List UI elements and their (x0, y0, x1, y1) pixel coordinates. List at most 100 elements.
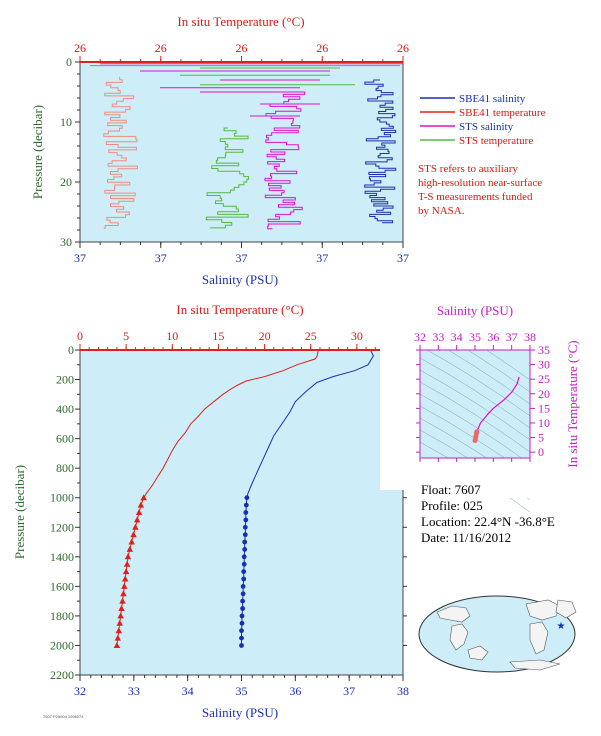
temperature-point (126, 545, 133, 552)
main-y-tick-label: 1600 (50, 579, 74, 593)
main-y-tick-label: 1000 (50, 491, 74, 505)
ts-y-tick-label: 10 (538, 416, 550, 430)
salinity-point (239, 643, 244, 648)
temperature-point (124, 553, 132, 560)
ts-deep-point (472, 438, 478, 443)
salinity-point (239, 635, 244, 641)
top-sal-tick-label: 37 (236, 251, 248, 265)
main-y-tick-label: 1200 (50, 520, 74, 534)
temperature-point (115, 627, 122, 634)
main-temp-tick-label: 15 (212, 329, 224, 343)
salinity-point (239, 620, 245, 626)
density-contour (419, 345, 531, 417)
top-y-tick-label: 10 (60, 115, 72, 129)
temperature-point (118, 605, 125, 611)
note-line: by NASA. (418, 205, 465, 217)
legend-label: STS temperature (459, 135, 533, 147)
top-panel: 0 10 20 30 26 26 26 26 26 37 37 37 37 37 In situ Temp… (30, 14, 546, 287)
ts-x-tick-label: 37 (506, 330, 518, 344)
ts-x-tick-label: 36 (487, 330, 499, 344)
float-info: Float: 7607 Profile: 025 Location: 22.4°… (421, 482, 555, 545)
sbe41-salinity-trace (364, 79, 397, 224)
main-y-tick-label: 0 (68, 343, 74, 357)
profile-date: Date: 11/16/2012 (421, 530, 511, 545)
top-sal-tick-label: 37 (155, 251, 167, 265)
main-temp-tick-label: 5 (123, 329, 129, 343)
density-contour (419, 381, 531, 453)
legend-label: SBE41 temperature (459, 107, 546, 119)
salinity-point (241, 554, 247, 560)
top-sal-tick-label: 37 (316, 251, 328, 265)
ts-x-tick-label: 34 (451, 330, 463, 344)
main-panel: 0200400600800100012001400160018002000220… (12, 302, 409, 720)
temperature-point (137, 501, 145, 508)
salinity-point (239, 613, 245, 619)
temperature-point (122, 568, 130, 575)
salinity-point (244, 495, 250, 501)
top-temp-tick-label: 26 (316, 41, 328, 55)
footer-code: 7607 P25004 1096074 (43, 714, 84, 719)
ts-panel-xlabel: Salinity (PSU) (437, 303, 513, 318)
density-contour (419, 357, 531, 429)
note-line: STS refers to auxiliary (418, 163, 518, 175)
top-panel-xlabel: Salinity (PSU) (202, 272, 278, 287)
salinity-point (242, 547, 248, 552)
main-temp-tick-label: 0 (77, 329, 83, 343)
main-y-tick-label: 600 (56, 432, 74, 446)
float-id: Float: 7607 (421, 482, 481, 497)
sts-temperature-trace (205, 127, 250, 229)
main-y-tick-label: 1400 (50, 550, 74, 564)
ts-y-tick-label: 0 (538, 445, 544, 459)
temperature-point (117, 612, 124, 619)
salinity-point (241, 561, 247, 567)
ts-y-tick-label: 20 (538, 387, 550, 401)
salinity-profile-line (246, 350, 374, 498)
main-sal-tick-label: 36 (289, 684, 301, 698)
legend-label: SBE41 salinity (459, 93, 526, 105)
main-y-tick-label: 400 (56, 402, 74, 416)
temperature-point (132, 523, 139, 530)
main-panel-title: In situ Temperature (°C) (176, 302, 303, 317)
top-y-tick-label: 0 (66, 55, 72, 69)
ts-y-tick-label: 25 (538, 372, 550, 386)
salinity-point (240, 584, 246, 589)
top-y-tick-label: 20 (60, 175, 72, 189)
top-temp-tick-label: 26 (155, 41, 167, 55)
ts-mask-top (420, 310, 530, 350)
ts-x-tick-label: 32 (414, 330, 426, 344)
main-temp-tick-label: 25 (305, 329, 317, 343)
top-temp-tick-label: 26 (236, 41, 248, 55)
top-temp-tick-label: 26 (74, 41, 86, 55)
main-y-tick-label: 2000 (50, 638, 74, 652)
salinity-point (243, 517, 249, 523)
temperature-profile-line (141, 350, 319, 501)
temperature-point (135, 509, 143, 515)
temperature-point (119, 597, 126, 604)
ts-y-tick-label: 35 (538, 343, 550, 357)
temperature-point (130, 531, 137, 538)
legend-label: STS salinity (459, 121, 514, 133)
note-line: high-resolution near-surface (418, 177, 542, 189)
ts-x-tick-label: 33 (432, 330, 444, 344)
temperature-point (123, 560, 131, 567)
temperature-point (116, 619, 123, 626)
salinity-point (241, 576, 247, 582)
map-land (436, 599, 577, 671)
top-panel-title: In situ Temperature (°C) (177, 14, 304, 29)
main-panel-xlabel: Salinity (PSU) (202, 705, 278, 720)
sbe41-temperature-trace (103, 76, 138, 229)
salinity-point (243, 510, 249, 515)
temperature-point (113, 642, 121, 648)
salinity-point (242, 539, 248, 545)
float-location: Location: 22.4°N -36.8°E (421, 514, 555, 529)
salinity-point (240, 598, 246, 604)
main-sal-tick-label: 35 (236, 684, 248, 698)
temperature-point (122, 575, 129, 582)
main-sal-tick-label: 34 (182, 684, 194, 698)
ts-mask-left (380, 310, 420, 490)
temperature-point (128, 538, 135, 545)
main-y-tick-label: 200 (56, 373, 74, 387)
